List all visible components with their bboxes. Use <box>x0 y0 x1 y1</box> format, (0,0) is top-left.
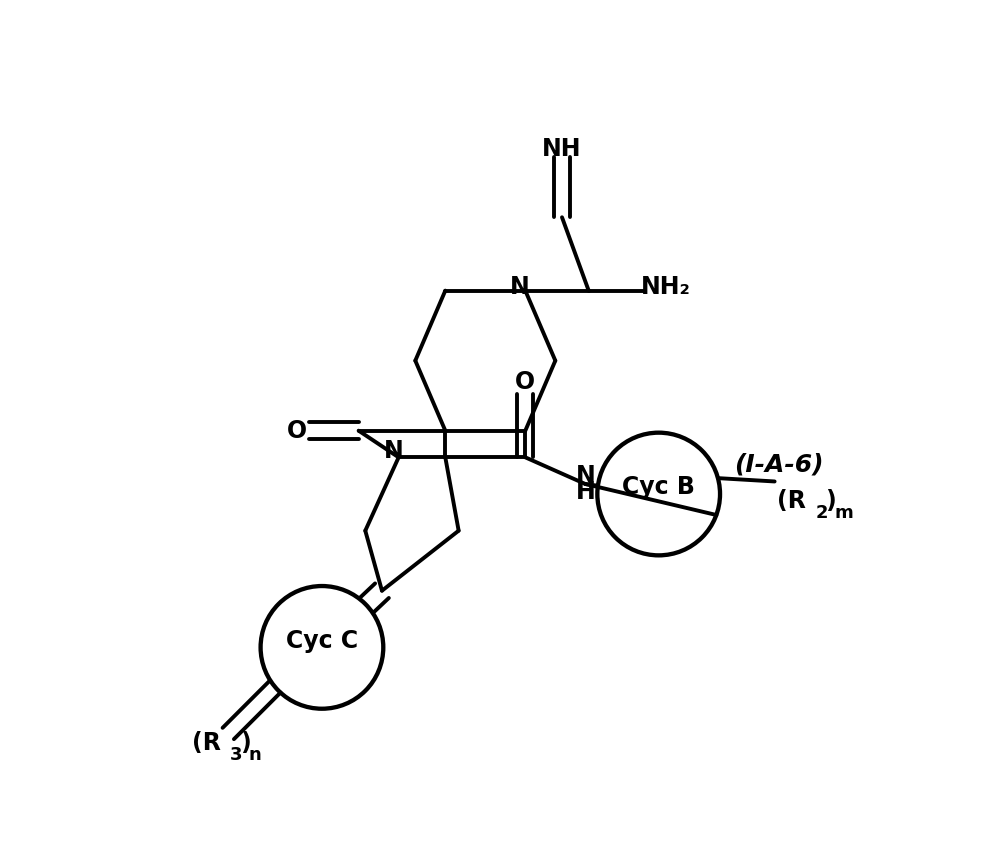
Text: O: O <box>515 370 535 394</box>
Text: n: n <box>249 746 262 765</box>
Text: NH₂: NH₂ <box>640 275 690 300</box>
Text: Cyc B: Cyc B <box>622 475 695 500</box>
Text: H: H <box>575 480 595 504</box>
Text: 3: 3 <box>231 746 243 765</box>
Text: (R: (R <box>776 488 805 513</box>
Text: m: m <box>834 504 853 521</box>
Text: N: N <box>575 464 595 488</box>
Text: ): ) <box>240 732 251 755</box>
Text: ): ) <box>825 488 835 513</box>
Text: 2: 2 <box>815 504 828 521</box>
Text: (R: (R <box>192 732 221 755</box>
Text: Cyc C: Cyc C <box>286 629 358 653</box>
Text: O: O <box>287 418 307 443</box>
Text: N: N <box>510 275 529 300</box>
Text: N: N <box>384 439 404 462</box>
Text: (I-A-6): (I-A-6) <box>734 452 823 476</box>
Text: NH: NH <box>542 138 581 161</box>
